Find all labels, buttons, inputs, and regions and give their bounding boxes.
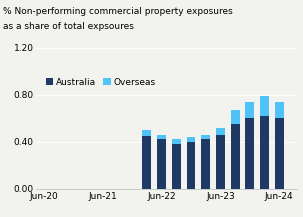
Bar <box>201 139 210 189</box>
Legend: Australia, Overseas: Australia, Overseas <box>46 78 155 87</box>
Bar <box>187 142 195 189</box>
Bar <box>245 118 254 189</box>
Bar <box>142 136 151 189</box>
Bar <box>275 102 284 118</box>
Bar <box>172 144 181 189</box>
Bar <box>142 130 151 136</box>
Bar <box>157 135 166 139</box>
Text: as a share of total expsoures: as a share of total expsoures <box>3 22 134 31</box>
Bar <box>216 135 225 189</box>
Text: % Non-performing commercial property exposures: % Non-performing commercial property exp… <box>3 7 233 15</box>
Bar <box>260 116 269 189</box>
Bar <box>231 124 240 189</box>
Bar <box>187 137 195 142</box>
Bar <box>275 118 284 189</box>
Bar <box>157 139 166 189</box>
Bar <box>172 140 181 144</box>
Bar <box>201 135 210 139</box>
Bar <box>260 96 269 116</box>
Bar <box>231 110 240 124</box>
Bar <box>216 128 225 135</box>
Bar <box>245 102 254 118</box>
